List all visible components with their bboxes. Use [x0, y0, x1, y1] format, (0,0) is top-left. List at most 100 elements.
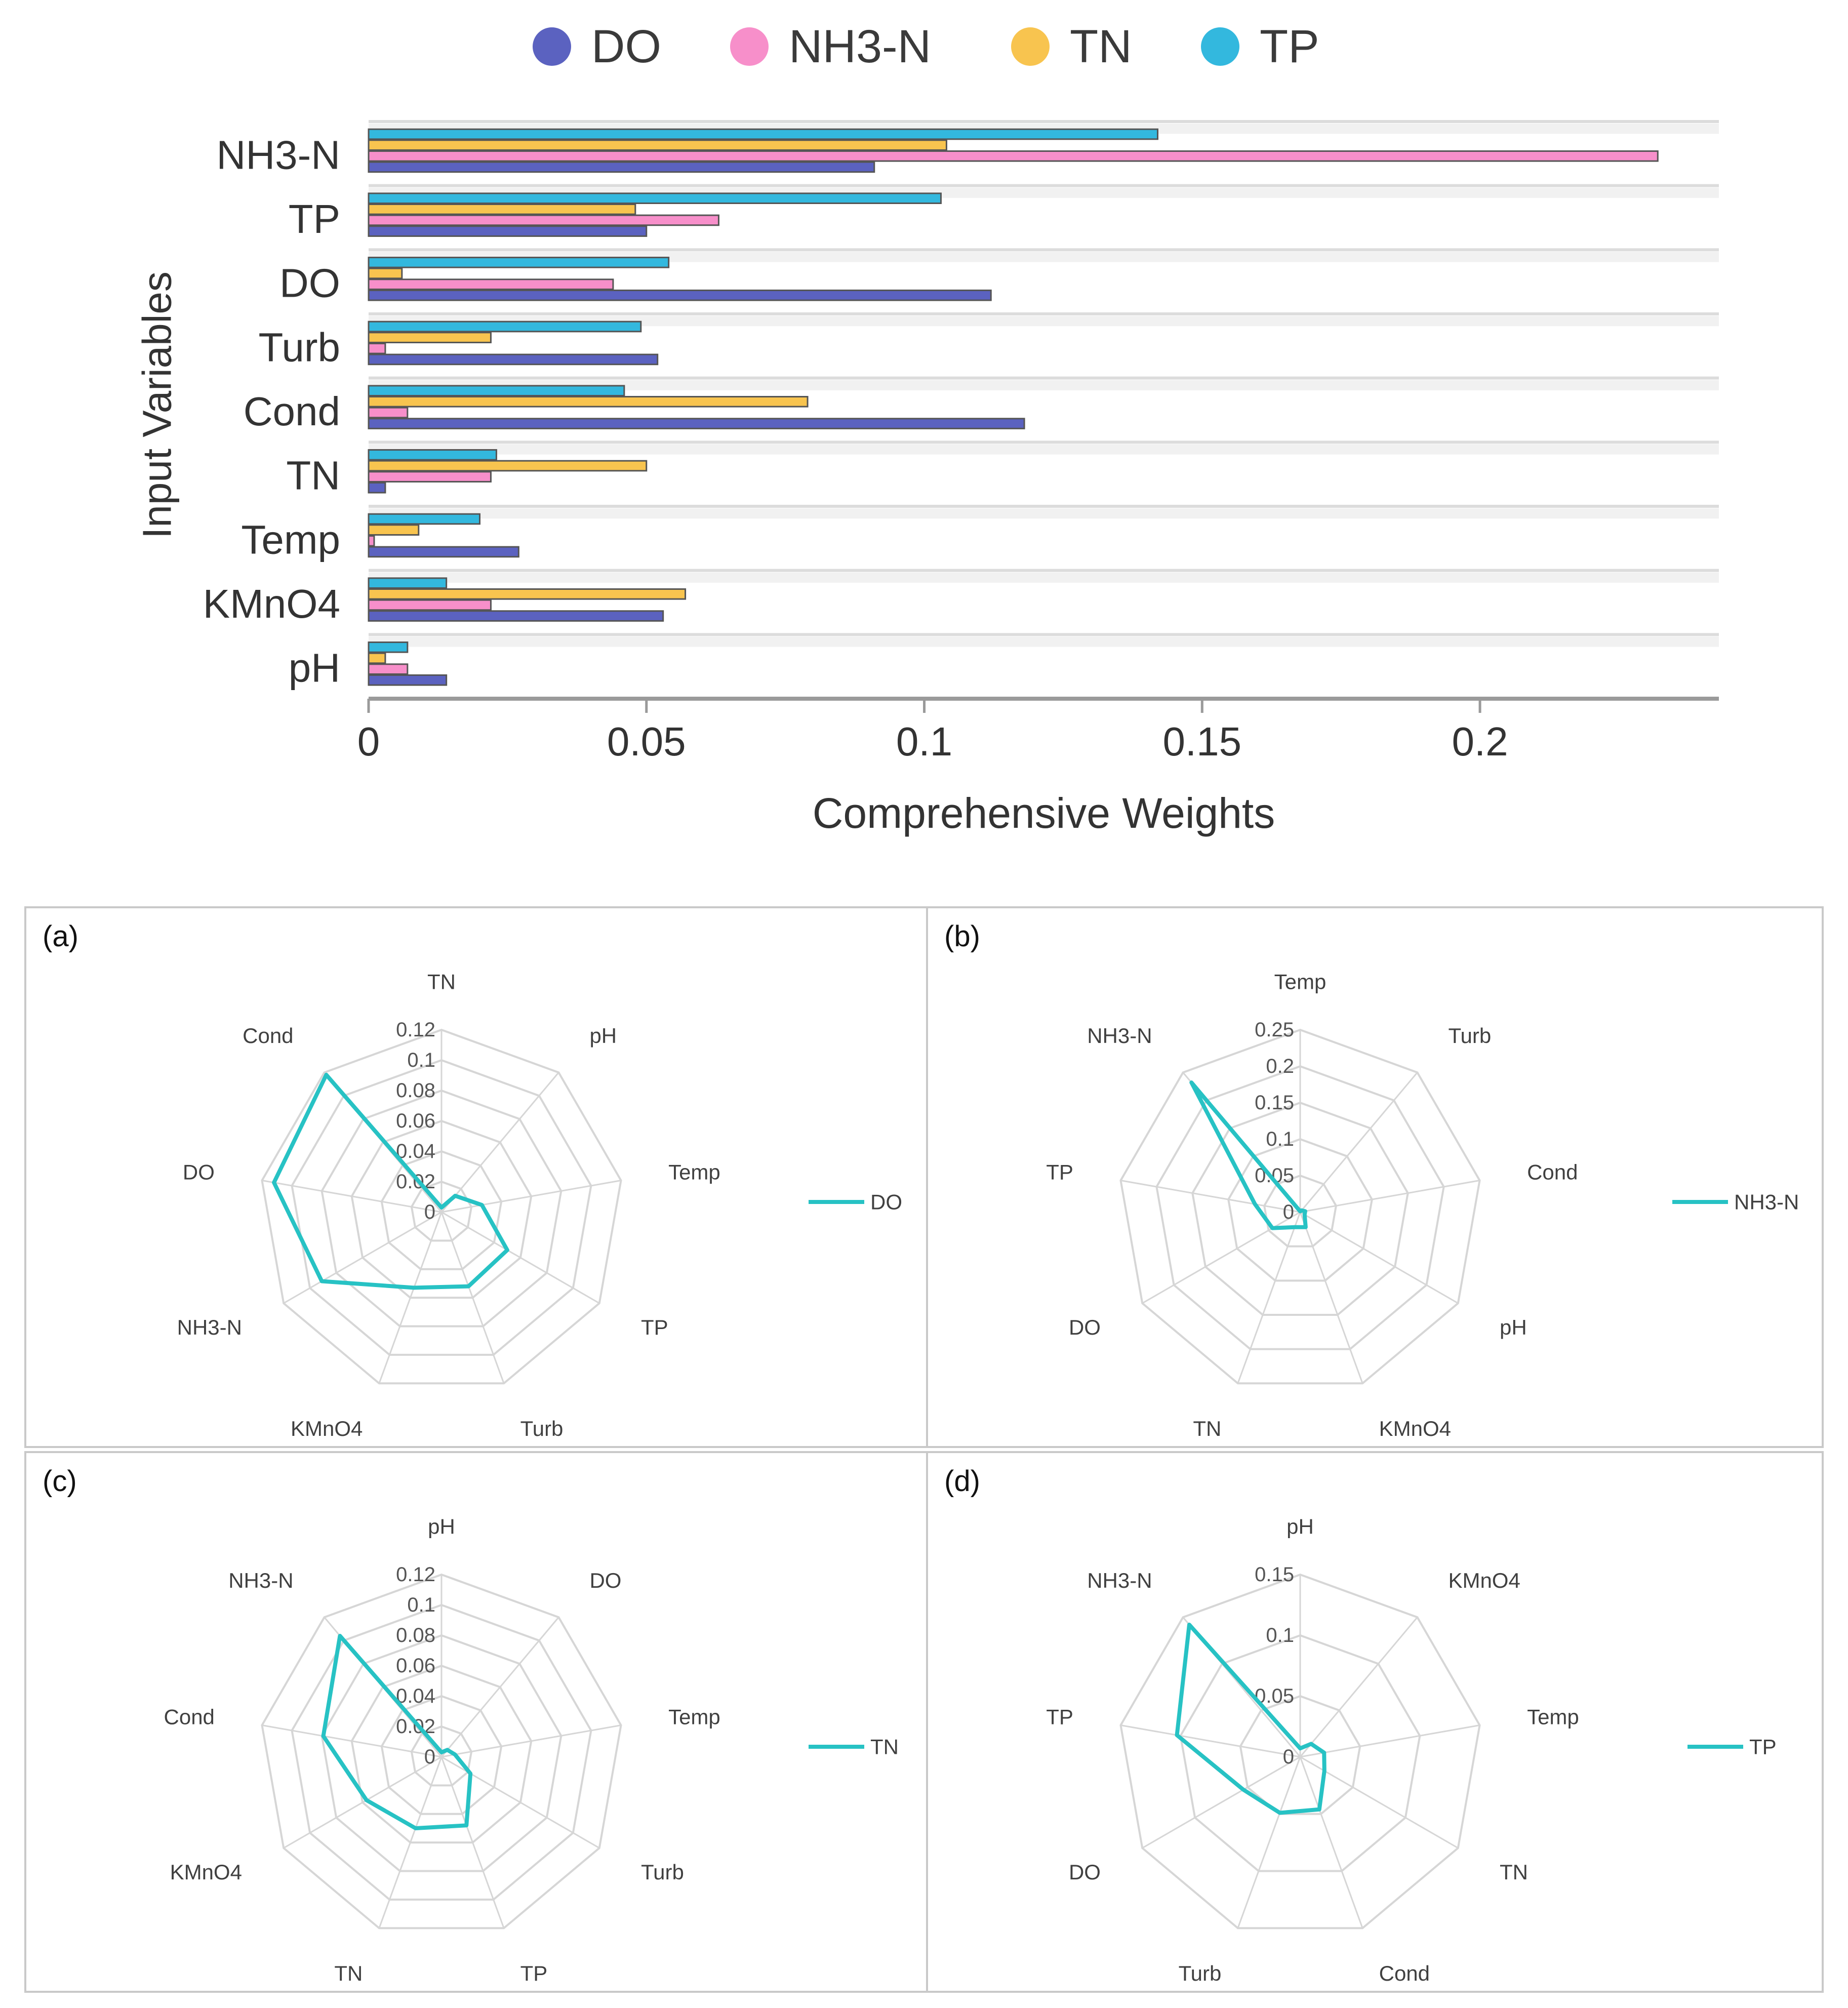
radar-spoke [283, 1756, 442, 1849]
radar-tick-label: 0.02 [396, 1171, 435, 1193]
radar-grid-ring [1179, 1634, 1421, 1872]
category-label: DO [279, 261, 340, 306]
bar-nh3-n-ph [368, 663, 409, 675]
category-band [369, 252, 1719, 262]
radar-axis-label: Turb [1448, 1024, 1491, 1048]
radar-series-tn [321, 1633, 473, 1830]
radar-tick-label: 0.1 [407, 1594, 435, 1616]
radar-axis-label: KMnO4 [170, 1860, 242, 1884]
radar-spoke [1120, 1180, 1301, 1213]
radar-legend-label: DO [870, 1190, 902, 1214]
radar-tick-label: 0.1 [1266, 1624, 1294, 1646]
radar-spoke [1300, 1180, 1480, 1213]
radar-grid-ring [1155, 1065, 1445, 1350]
bar-tn-tp [368, 204, 636, 215]
radar-tick-label: 0.1 [407, 1049, 435, 1071]
category-label: KMnO4 [203, 581, 340, 626]
radar-axis-label: TP [520, 1961, 548, 1985]
legend-marker-do [533, 27, 571, 66]
bar-do-turb [368, 353, 659, 366]
radar-spoke [1299, 1212, 1363, 1384]
radar-spoke [1142, 1211, 1301, 1304]
radar-series-do [272, 1072, 509, 1290]
radar-axis-label: Cond [164, 1705, 215, 1729]
category-band [369, 316, 1719, 327]
radar-tick-label: 0 [424, 1746, 435, 1768]
radar-spoke [1120, 1724, 1301, 1758]
radar-grid-ring [1239, 1695, 1361, 1815]
radar-grid-ring [291, 1603, 592, 1901]
radar-axis-label: Cond [243, 1024, 293, 1048]
bar-nh3-n-kmno4 [368, 599, 492, 611]
bar-tp-temp [368, 513, 481, 525]
category-band [369, 380, 1719, 390]
category-band [369, 636, 1719, 647]
radar-panel-d: 0 0.05 0.1 0.15 pH KMnO4 Temp TN Cond Turb DO TP NH3… [926, 1451, 1824, 1993]
bar-do-tp [368, 225, 648, 237]
legend-marker-tn [1011, 27, 1050, 66]
x-tick-label: 0.15 [1162, 719, 1241, 764]
radar-grid-ring [350, 1119, 533, 1299]
radar-axis-label: NH3-N [1087, 1569, 1152, 1592]
radar-axis-label: DO [1069, 1315, 1101, 1339]
radar-spoke [440, 1617, 559, 1757]
radar-axis-label: Cond [1379, 1961, 1430, 1985]
radar-spoke [441, 1211, 600, 1304]
radar-spoke [440, 1756, 505, 1929]
radar-legend-label: NH3-N [1734, 1190, 1799, 1214]
radar-panel-b: 0 0.05 0.1 0.15 0.2 0.25 Temp Turb Cond pH KMnO4 TN… [926, 906, 1824, 1448]
radar-axis-label: Temp [668, 1705, 720, 1729]
category-label: Temp [241, 517, 340, 562]
radar-tick-label: 0.1 [1266, 1128, 1294, 1150]
bar-tp-do [368, 257, 670, 268]
radar-spoke [441, 1180, 621, 1213]
category-label: Cond [244, 389, 340, 434]
legend-label-tn: TN [1070, 21, 1132, 72]
radar-axis-label: DO [1069, 1860, 1101, 1884]
legend-label-tp: TP [1260, 21, 1319, 72]
radar-grid-ring [320, 1634, 563, 1872]
radar-spoke [378, 1212, 443, 1384]
bar-tp-ph [368, 641, 409, 653]
radar-axis-label: Temp [1274, 970, 1327, 994]
y-axis-title: Input Variables [135, 271, 180, 539]
radar-axis-label: TP [641, 1315, 668, 1339]
radar-grid-ring [380, 1150, 503, 1270]
radar-spoke [1300, 1724, 1480, 1758]
x-tick-label: 0 [357, 719, 380, 764]
legend-marker-tp [1201, 27, 1239, 66]
radar-spoke [283, 1211, 442, 1304]
bar-nh3-n-tn [368, 471, 492, 483]
radar-grid-ring [261, 1573, 622, 1930]
radar-legend-label: TP [1749, 1735, 1777, 1759]
radar-tick-label: 0 [424, 1201, 435, 1223]
radar-spoke [1142, 1756, 1301, 1849]
legend-marker-nh3-n [730, 27, 769, 66]
radar-axis-label: Turb [520, 1417, 564, 1440]
bar-tn-nh3-n [368, 139, 947, 151]
radar-tick-label: 0.2 [1266, 1055, 1294, 1077]
radar-tick-label: 0.12 [396, 1019, 435, 1041]
bar-tn-cond [368, 396, 809, 408]
radar-spoke [1237, 1212, 1301, 1384]
bar-nh3-n-temp [368, 535, 375, 547]
panel-label-d: (d) [944, 1465, 980, 1498]
bar-tn-ph [368, 652, 386, 664]
radar-grid-ring [350, 1664, 533, 1844]
radar-axis-label: NH3-N [177, 1315, 242, 1339]
bar-tp-tn [368, 449, 497, 461]
bar-do-ph [368, 674, 448, 686]
bar-nh3-n-cond [368, 407, 409, 419]
category-label: NH3-N [217, 132, 340, 177]
radar-axis-label: DO [183, 1160, 215, 1184]
radar-axis-label: TP [1046, 1705, 1073, 1729]
bar-do-tn [368, 481, 386, 494]
radar-panel-c: 0 0.02 0.04 0.06 0.08 0.1 0.12 pH DO Temp Turb TP TN… [24, 1451, 928, 1993]
radar-spoke [1299, 1756, 1363, 1929]
radar-tick-label: 0.04 [396, 1140, 435, 1162]
radar-grid-ring [1263, 1174, 1338, 1248]
bar-chart: DO NH3-N TN TP NH3-N TP DO Turb Cond TN Temp KMnO4 p… [135, 21, 1719, 837]
x-axis-title: Comprehensive Weights [813, 789, 1275, 837]
radar-spoke [441, 1756, 600, 1849]
panel-label-c: (c) [43, 1465, 77, 1498]
